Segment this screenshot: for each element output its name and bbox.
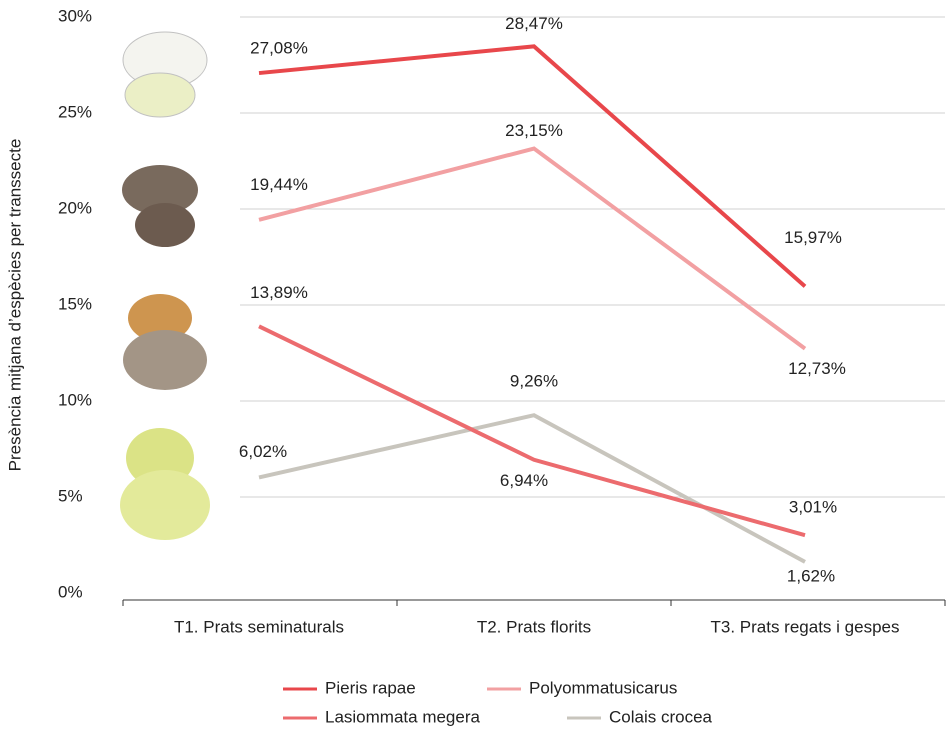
data-label: 6,02% — [239, 442, 287, 461]
butterfly-illustrations — [120, 32, 210, 540]
data-label: 6,94% — [500, 471, 548, 490]
chart: Presència mitjana d’espècies per transse… — [0, 0, 949, 732]
data-label: 3,01% — [789, 498, 837, 517]
x-tick-label: T1. Prats seminaturals — [174, 617, 344, 636]
x-tick-label: T2. Prats florits — [477, 617, 591, 636]
data-label: 12,73% — [788, 359, 846, 378]
legend-label: Pieris rapae — [325, 678, 416, 697]
y-tick-label: 5% — [58, 486, 83, 505]
legend-label: Colais crocea — [609, 707, 713, 726]
data-label: 13,89% — [250, 283, 308, 302]
data-label: 1,62% — [787, 566, 835, 585]
y-tick-label: 15% — [58, 294, 92, 313]
data-label: 23,15% — [505, 121, 563, 140]
data-label: 19,44% — [250, 175, 308, 194]
series-line — [259, 149, 805, 349]
x-tick-label: T3. Prats regats i gespes — [711, 617, 900, 636]
y-tick-label: 0% — [58, 582, 83, 601]
y-axis-label: Presència mitjana d’espècies per transse… — [5, 139, 24, 472]
data-label: 15,97% — [784, 228, 842, 247]
y-tick-label: 25% — [58, 102, 92, 121]
y-tick-label: 20% — [58, 198, 92, 217]
data-label: 9,26% — [510, 372, 558, 391]
y-tick-label: 30% — [58, 6, 92, 25]
series-line — [259, 46, 805, 286]
legend-label: Polyommatusicarus — [529, 678, 677, 697]
y-tick-label: 10% — [58, 390, 92, 409]
data-label: 28,47% — [505, 14, 563, 33]
series-line — [259, 326, 805, 535]
data-label: 27,08% — [250, 39, 308, 58]
legend-label: Lasiommata megera — [325, 707, 481, 726]
